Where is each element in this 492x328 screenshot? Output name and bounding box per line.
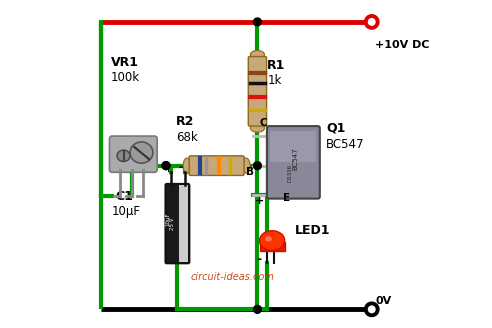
Ellipse shape: [130, 142, 153, 163]
Text: -: -: [256, 253, 262, 266]
FancyBboxPatch shape: [165, 184, 189, 263]
Circle shape: [162, 162, 170, 170]
FancyBboxPatch shape: [110, 136, 157, 172]
Circle shape: [369, 306, 375, 313]
Text: LED1: LED1: [295, 224, 331, 237]
FancyBboxPatch shape: [267, 126, 320, 199]
Circle shape: [162, 162, 170, 170]
Ellipse shape: [250, 124, 265, 132]
Text: +: +: [254, 195, 264, 206]
Text: BC547: BC547: [292, 148, 298, 170]
Text: Q1: Q1: [326, 121, 345, 134]
Text: 1k: 1k: [267, 74, 281, 87]
Circle shape: [253, 18, 261, 26]
Circle shape: [365, 302, 379, 317]
Bar: [271, 131, 316, 162]
Text: 25 V: 25 V: [170, 217, 175, 230]
Text: circuit-ideas.com: circuit-ideas.com: [190, 272, 275, 282]
FancyBboxPatch shape: [248, 56, 267, 126]
Text: 68k: 68k: [176, 131, 197, 144]
Text: E: E: [282, 193, 290, 203]
Text: 100k: 100k: [111, 71, 140, 84]
Ellipse shape: [250, 51, 265, 59]
Ellipse shape: [183, 158, 191, 173]
Ellipse shape: [265, 236, 272, 241]
Ellipse shape: [260, 231, 285, 251]
Circle shape: [253, 305, 261, 313]
Text: R1: R1: [267, 59, 285, 72]
Circle shape: [253, 162, 261, 170]
Text: BC547: BC547: [326, 138, 365, 151]
Text: D1336: D1336: [288, 164, 293, 182]
Text: 10µF: 10µF: [112, 205, 141, 217]
Text: VR1: VR1: [111, 56, 138, 69]
Text: C1: C1: [115, 190, 133, 203]
Text: B: B: [246, 167, 254, 177]
Bar: [260, 242, 285, 251]
Text: 10µF: 10µF: [166, 212, 171, 226]
Text: C: C: [259, 118, 267, 129]
Text: +: +: [164, 164, 173, 174]
Text: -: -: [178, 161, 183, 174]
Ellipse shape: [242, 158, 250, 173]
Text: 0V: 0V: [375, 296, 391, 306]
Circle shape: [369, 19, 375, 25]
Text: R2: R2: [176, 115, 194, 128]
FancyBboxPatch shape: [189, 156, 244, 175]
Circle shape: [365, 15, 379, 29]
Bar: [179, 185, 188, 262]
Text: +10V DC: +10V DC: [375, 40, 430, 50]
Ellipse shape: [117, 150, 130, 162]
